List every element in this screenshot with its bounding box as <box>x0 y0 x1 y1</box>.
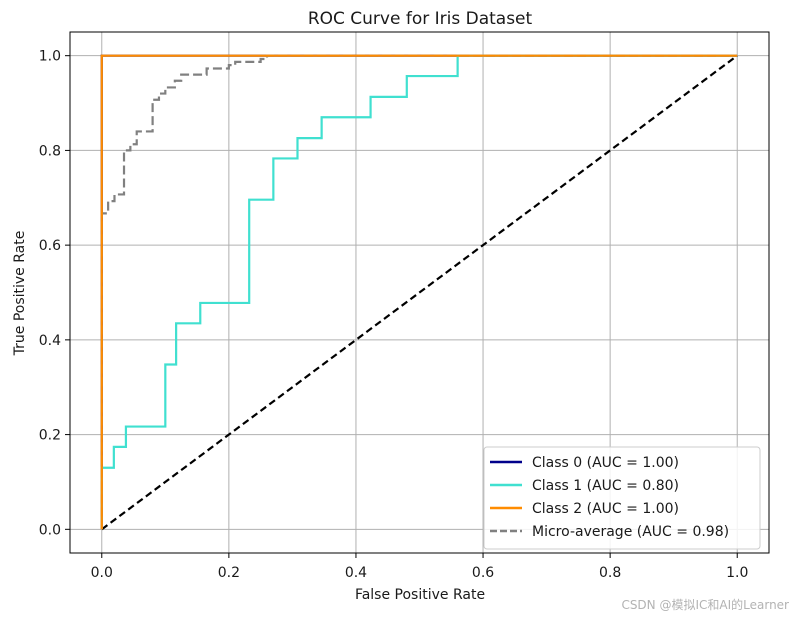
y-tick-label: 1.0 <box>39 49 61 65</box>
micro-average-roc-line <box>100 54 738 530</box>
legend: Class 0 (AUC = 1.00) Class 1 (AUC = 0.80)… <box>483 446 761 550</box>
plot-frame <box>69 31 770 554</box>
legend-entry-class-1-label: Class 1 (AUC = 0.80) <box>532 478 679 494</box>
y-axis-ticks: 0.0 0.2 0.4 0.6 0.8 1.0 <box>39 49 70 538</box>
x-tick-label: 0.2 <box>218 565 240 581</box>
y-tick-label: 0.6 <box>39 238 61 254</box>
x-tick-label: 0.4 <box>345 565 367 581</box>
x-tick-label: 0.6 <box>472 565 494 581</box>
x-tick-label: 0.8 <box>599 565 621 581</box>
class-1-roc-line <box>100 54 738 530</box>
x-tick-label: 1.0 <box>726 565 748 581</box>
y-tick-label: 0.2 <box>39 428 61 444</box>
y-tick-label: 0.4 <box>39 333 61 349</box>
y-tick-label: 0.0 <box>39 522 61 538</box>
chart-title: ROC Curve for Iris Dataset <box>308 9 533 29</box>
y-axis-label: True Positive Rate <box>12 231 28 357</box>
x-tick-label: 0.0 <box>91 565 113 581</box>
x-axis-label: False Positive Rate <box>355 587 485 603</box>
y-tick-label: 0.8 <box>39 143 61 159</box>
chance-diagonal-line <box>101 54 738 531</box>
x-axis-ticks: 0.0 0.2 0.4 0.6 0.8 1.0 <box>91 553 748 581</box>
legend-entry-class-2-label: Class 2 (AUC = 1.00) <box>532 501 679 517</box>
legend-entry-micro-average-label: Micro-average (AUC = 0.98) <box>532 524 729 540</box>
legend-entry-class-0-label: Class 0 (AUC = 1.00) <box>532 455 679 471</box>
watermark: CSDN @模拟IC和AI的Learner <box>621 598 789 612</box>
class-2-roc-line <box>100 54 738 530</box>
legend-box <box>483 446 761 550</box>
plot-area <box>100 54 738 531</box>
